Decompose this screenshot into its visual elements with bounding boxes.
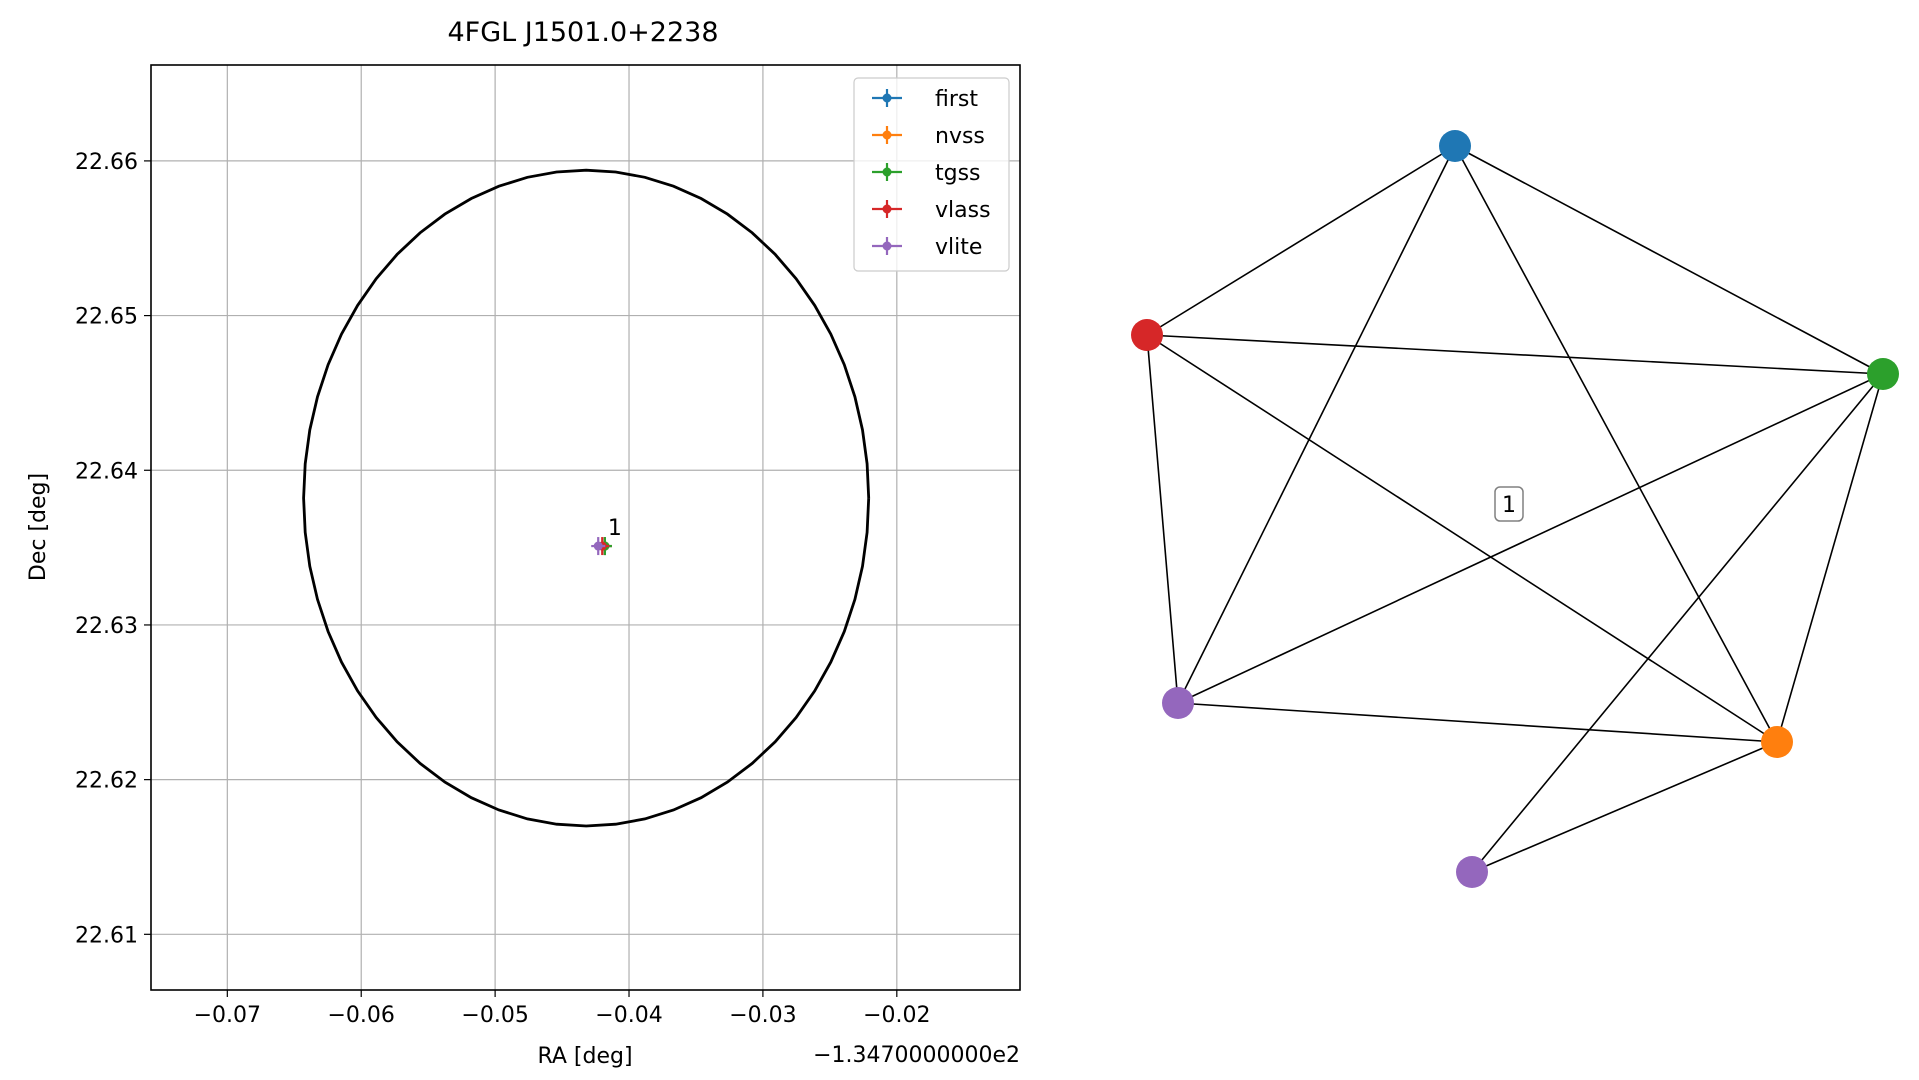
edge-first-nvss bbox=[1454, 145, 1778, 743]
y-tick-label: 22.66 bbox=[75, 150, 138, 175]
legend-marker-dot bbox=[882, 241, 892, 251]
network-nodes bbox=[1131, 130, 1899, 888]
y-tick-label: 22.62 bbox=[75, 769, 138, 794]
node-vlass bbox=[1131, 319, 1163, 351]
y-tick-label: 22.64 bbox=[75, 459, 138, 484]
legend-item-vlite: vlite bbox=[872, 235, 982, 260]
legend-item-vlass: vlass bbox=[872, 198, 991, 223]
node-nvss bbox=[1761, 726, 1793, 758]
network-panel: 1 bbox=[1131, 130, 1899, 888]
y-tick-label: 22.61 bbox=[75, 923, 138, 948]
y-axis-label: Dec [deg] bbox=[26, 473, 51, 581]
edge-first-vlite_1 bbox=[1177, 145, 1456, 704]
network-label-box bbox=[1494, 486, 1524, 522]
x-tick-label: −0.04 bbox=[595, 1003, 662, 1028]
legend-label: nvss bbox=[935, 124, 985, 149]
legend-label: vlass bbox=[935, 198, 991, 223]
legend-frame bbox=[853, 77, 1010, 272]
legend-item-tgss: tgss bbox=[872, 161, 981, 186]
x-tick-label: −0.07 bbox=[194, 1003, 261, 1028]
legend-marker-dot bbox=[882, 93, 892, 103]
node-vlite_1 bbox=[1162, 687, 1194, 719]
edge-first-vlass bbox=[1146, 145, 1456, 336]
legend-marker-dot bbox=[882, 167, 892, 177]
legend-marker-dot bbox=[882, 204, 892, 214]
x-ticks: −0.07 −0.06 −0.05 −0.04 −0.03 −0.02 bbox=[194, 990, 931, 1028]
chart-title: 4FGL J1501.0+2238 bbox=[447, 17, 718, 48]
x-tick-label: −0.05 bbox=[461, 1003, 528, 1028]
legend-label: first bbox=[935, 87, 978, 112]
point-vlite bbox=[593, 541, 603, 551]
edge-vlass-vlite_1 bbox=[1146, 334, 1179, 704]
y-tick-label: 22.65 bbox=[75, 305, 138, 330]
scatter-panel: 4FGL J1501.0+2238 1 −0.07 −0.06 −0.05 −0.04… bbox=[26, 17, 1021, 1069]
network-label: 1 bbox=[1494, 486, 1524, 522]
network-edges bbox=[1146, 145, 1884, 873]
legend-item-first: first bbox=[872, 87, 978, 112]
network-label-text: 1 bbox=[1502, 493, 1516, 518]
point-annotation: 1 bbox=[608, 516, 622, 541]
legend: first nvss tgss vlass vlite bbox=[853, 77, 1010, 272]
legend-label: vlite bbox=[935, 235, 982, 260]
x-tick-label: −0.03 bbox=[729, 1003, 796, 1028]
legend-item-nvss: nvss bbox=[872, 124, 985, 149]
y-ticks: 22.61 22.62 22.63 22.64 22.65 22.66 bbox=[75, 150, 151, 948]
edge-tgss-vlite_2 bbox=[1471, 373, 1884, 873]
legend-label: tgss bbox=[935, 161, 981, 186]
x-tick-label: −0.02 bbox=[863, 1003, 930, 1028]
edge-tgss-nvss bbox=[1776, 373, 1884, 743]
legend-marker-dot bbox=[882, 130, 892, 140]
x-axis-label: RA [deg] bbox=[537, 1044, 632, 1069]
edge-first-tgss bbox=[1454, 145, 1884, 375]
edge-vlite_1-nvss bbox=[1177, 702, 1778, 743]
error-circle-layer bbox=[302, 168, 871, 828]
edge-nvss-vlite_2 bbox=[1471, 741, 1778, 873]
plot-frame bbox=[150, 64, 1021, 991]
node-first bbox=[1439, 130, 1471, 162]
edge-vlass-tgss bbox=[1146, 334, 1884, 375]
node-vlite_2 bbox=[1456, 856, 1488, 888]
data-points: 1 bbox=[591, 516, 622, 556]
y-tick-label: 22.63 bbox=[75, 614, 138, 639]
node-tgss bbox=[1867, 358, 1899, 390]
edge-vlass-nvss bbox=[1146, 334, 1778, 743]
edge-tgss-vlite_1 bbox=[1177, 373, 1884, 704]
error-circle bbox=[302, 168, 871, 828]
x-tick-label: −0.06 bbox=[328, 1003, 395, 1028]
x-axis-offset-label: −1.3470000000e2 bbox=[813, 1043, 1020, 1068]
